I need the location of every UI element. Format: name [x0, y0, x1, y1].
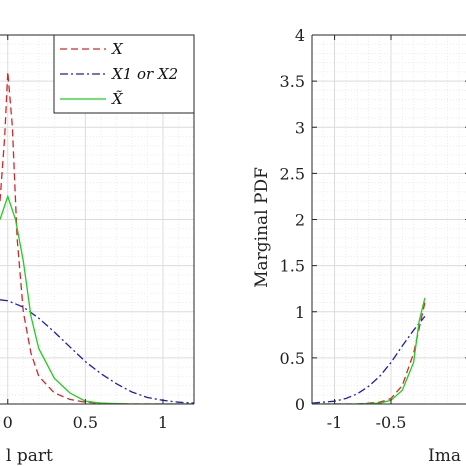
series-group	[0, 71, 194, 404]
legend-label-1: X1 or X2	[111, 65, 178, 83]
x-tick-label: -0.5	[376, 413, 407, 432]
y-axis-label: Marginal PDF	[252, 167, 272, 288]
left-plot-panel: 0 0.5 1 l part X X1 or X2 X̃	[0, 34, 195, 466]
series-line-0	[0, 71, 194, 404]
x-axis-label: Ima	[428, 446, 461, 466]
series-line-1	[312, 315, 426, 404]
y-tick-label: 0.5	[280, 349, 305, 368]
x-axis-label: l part	[6, 446, 53, 466]
series-line-0	[312, 302, 426, 404]
y-tick-label: 4	[295, 26, 305, 45]
y-tick-label: 3	[295, 118, 305, 137]
legend-label-2: X̃	[111, 90, 124, 108]
y-tick-label: 0	[295, 395, 305, 414]
legend-label-0: X	[111, 40, 124, 58]
axes-frame: -1 -0.5 0 0.5 1 1.5 2 2.5 3 3.5 4	[280, 26, 466, 432]
x-tick-label: -1	[327, 413, 343, 432]
y-tick-label: 2	[295, 211, 305, 230]
y-tick-label: 1.5	[280, 257, 305, 276]
y-tick-label: 3.5	[280, 72, 305, 91]
series-line-1	[0, 299, 194, 404]
legend: X X1 or X2 X̃	[53, 34, 195, 114]
series-line-2	[0, 194, 194, 404]
right-plot-panel: -1 -0.5 0 0.5 1 1.5 2 2.5 3 3.5 4 Ima Marginal PDF	[252, 26, 466, 466]
x-tick-label: 0	[3, 413, 13, 432]
grid	[312, 35, 466, 404]
y-tick-label: 1	[295, 303, 305, 322]
x-tick-label: 1	[158, 413, 168, 432]
y-tick-label: 2.5	[280, 164, 305, 183]
x-tick-label: 0.5	[73, 413, 98, 432]
